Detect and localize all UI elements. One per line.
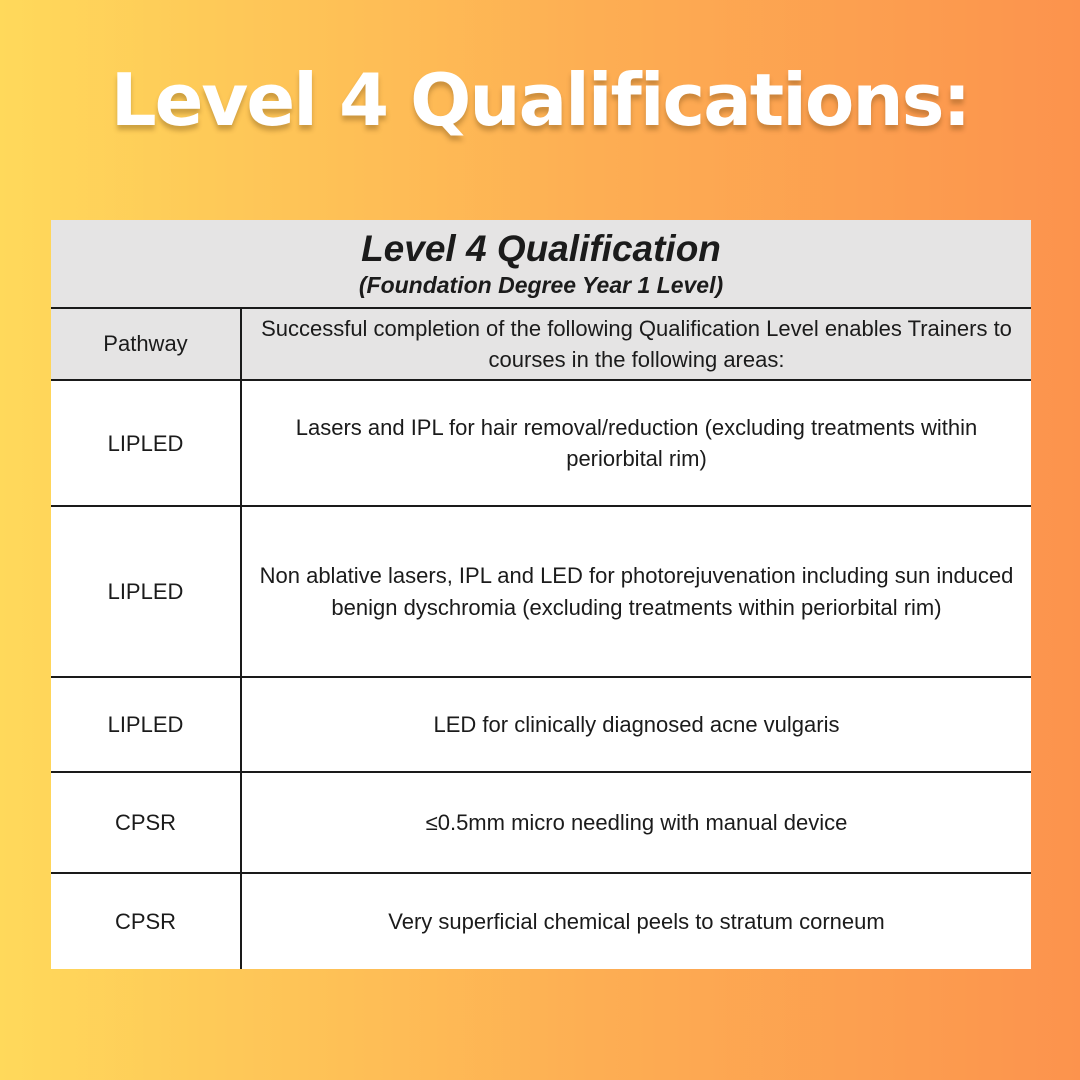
- table-row: LIPLED Non ablative lasers, IPL and LED …: [51, 507, 1031, 679]
- row-pathway: LIPLED: [107, 712, 184, 738]
- table-title: Level 4 Qualification: [361, 228, 721, 269]
- row-pathway: LIPLED: [107, 579, 184, 605]
- row-description: Lasers and IPL for hair removal/reductio…: [240, 381, 1031, 506]
- row-pathway: CPSR: [114, 909, 177, 935]
- row-description: LED for clinically diagnosed acne vulgar…: [240, 678, 1031, 772]
- table-row: CPSR Very superficial chemical peels to …: [51, 874, 1031, 970]
- table-subtitle: (Foundation Degree Year 1 Level): [358, 272, 724, 299]
- qualification-table: Level 4 Qualification (Foundation Degree…: [51, 220, 1031, 970]
- table-row: LIPLED Lasers and IPL for hair removal/r…: [51, 381, 1031, 508]
- row-description: ≤0.5mm micro needling with manual device: [240, 773, 1031, 873]
- row-description: Very superficial chemical peels to strat…: [240, 874, 1031, 970]
- table-row: LIPLED LED for clinically diagnosed acne…: [51, 678, 1031, 774]
- table-header-row: Pathway Successful completion of the fol…: [51, 308, 1031, 382]
- row-description: Non ablative lasers, IPL and LED for pho…: [240, 507, 1031, 677]
- column-header-pathway: Pathway: [103, 331, 188, 357]
- column-header-description: Successful completion of the following Q…: [240, 308, 1031, 380]
- row-pathway: LIPLED: [107, 430, 184, 456]
- row-pathway: CPSR: [114, 810, 177, 836]
- table-body: LIPLED Lasers and IPL for hair removal/r…: [51, 381, 1031, 970]
- table-title-band: Level 4 Qualification (Foundation Degree…: [51, 220, 1031, 309]
- table-row: CPSR ≤0.5mm micro needling with manual d…: [51, 773, 1031, 875]
- page-title: Level 4 Qualifications:: [110, 58, 972, 142]
